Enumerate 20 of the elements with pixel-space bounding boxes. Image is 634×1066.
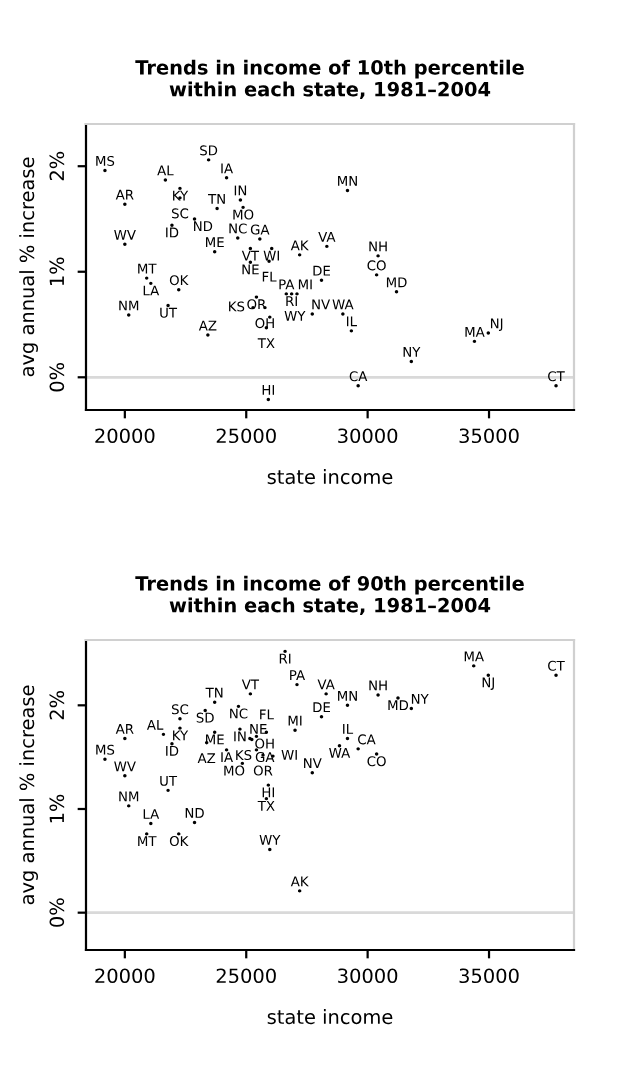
chart-title: Trends in income of 10th percentile within each state, 1981–2004 <box>135 59 524 99</box>
x-tick-label: 20000 <box>95 428 155 444</box>
x-axis-title: state income <box>267 469 393 485</box>
y-tick-label: 1% <box>49 257 65 286</box>
x-tick-label: 35000 <box>459 968 519 984</box>
y-tick-label: 1% <box>49 794 65 823</box>
x-axis-title: state income <box>267 1009 393 1025</box>
chart-title: Trends in income of 90th percentile within each state, 1981–2004 <box>135 575 524 615</box>
x-tick-label: 30000 <box>338 968 398 984</box>
x-tick-label: 30000 <box>338 428 398 444</box>
x-tick-label: 20000 <box>95 968 155 984</box>
y-tick-label: 0% <box>49 362 65 392</box>
y-axis-title: avg annual % increase <box>19 157 39 377</box>
y-tick-label: 2% <box>49 690 65 720</box>
y-axis-title: avg annual % increase <box>19 685 39 905</box>
y-tick-label: 2% <box>49 151 65 181</box>
x-tick-label: 25000 <box>216 968 276 984</box>
x-tick-label: 35000 <box>459 428 519 444</box>
x-tick-label: 25000 <box>216 428 276 444</box>
y-tick-label: 0% <box>49 898 65 927</box>
